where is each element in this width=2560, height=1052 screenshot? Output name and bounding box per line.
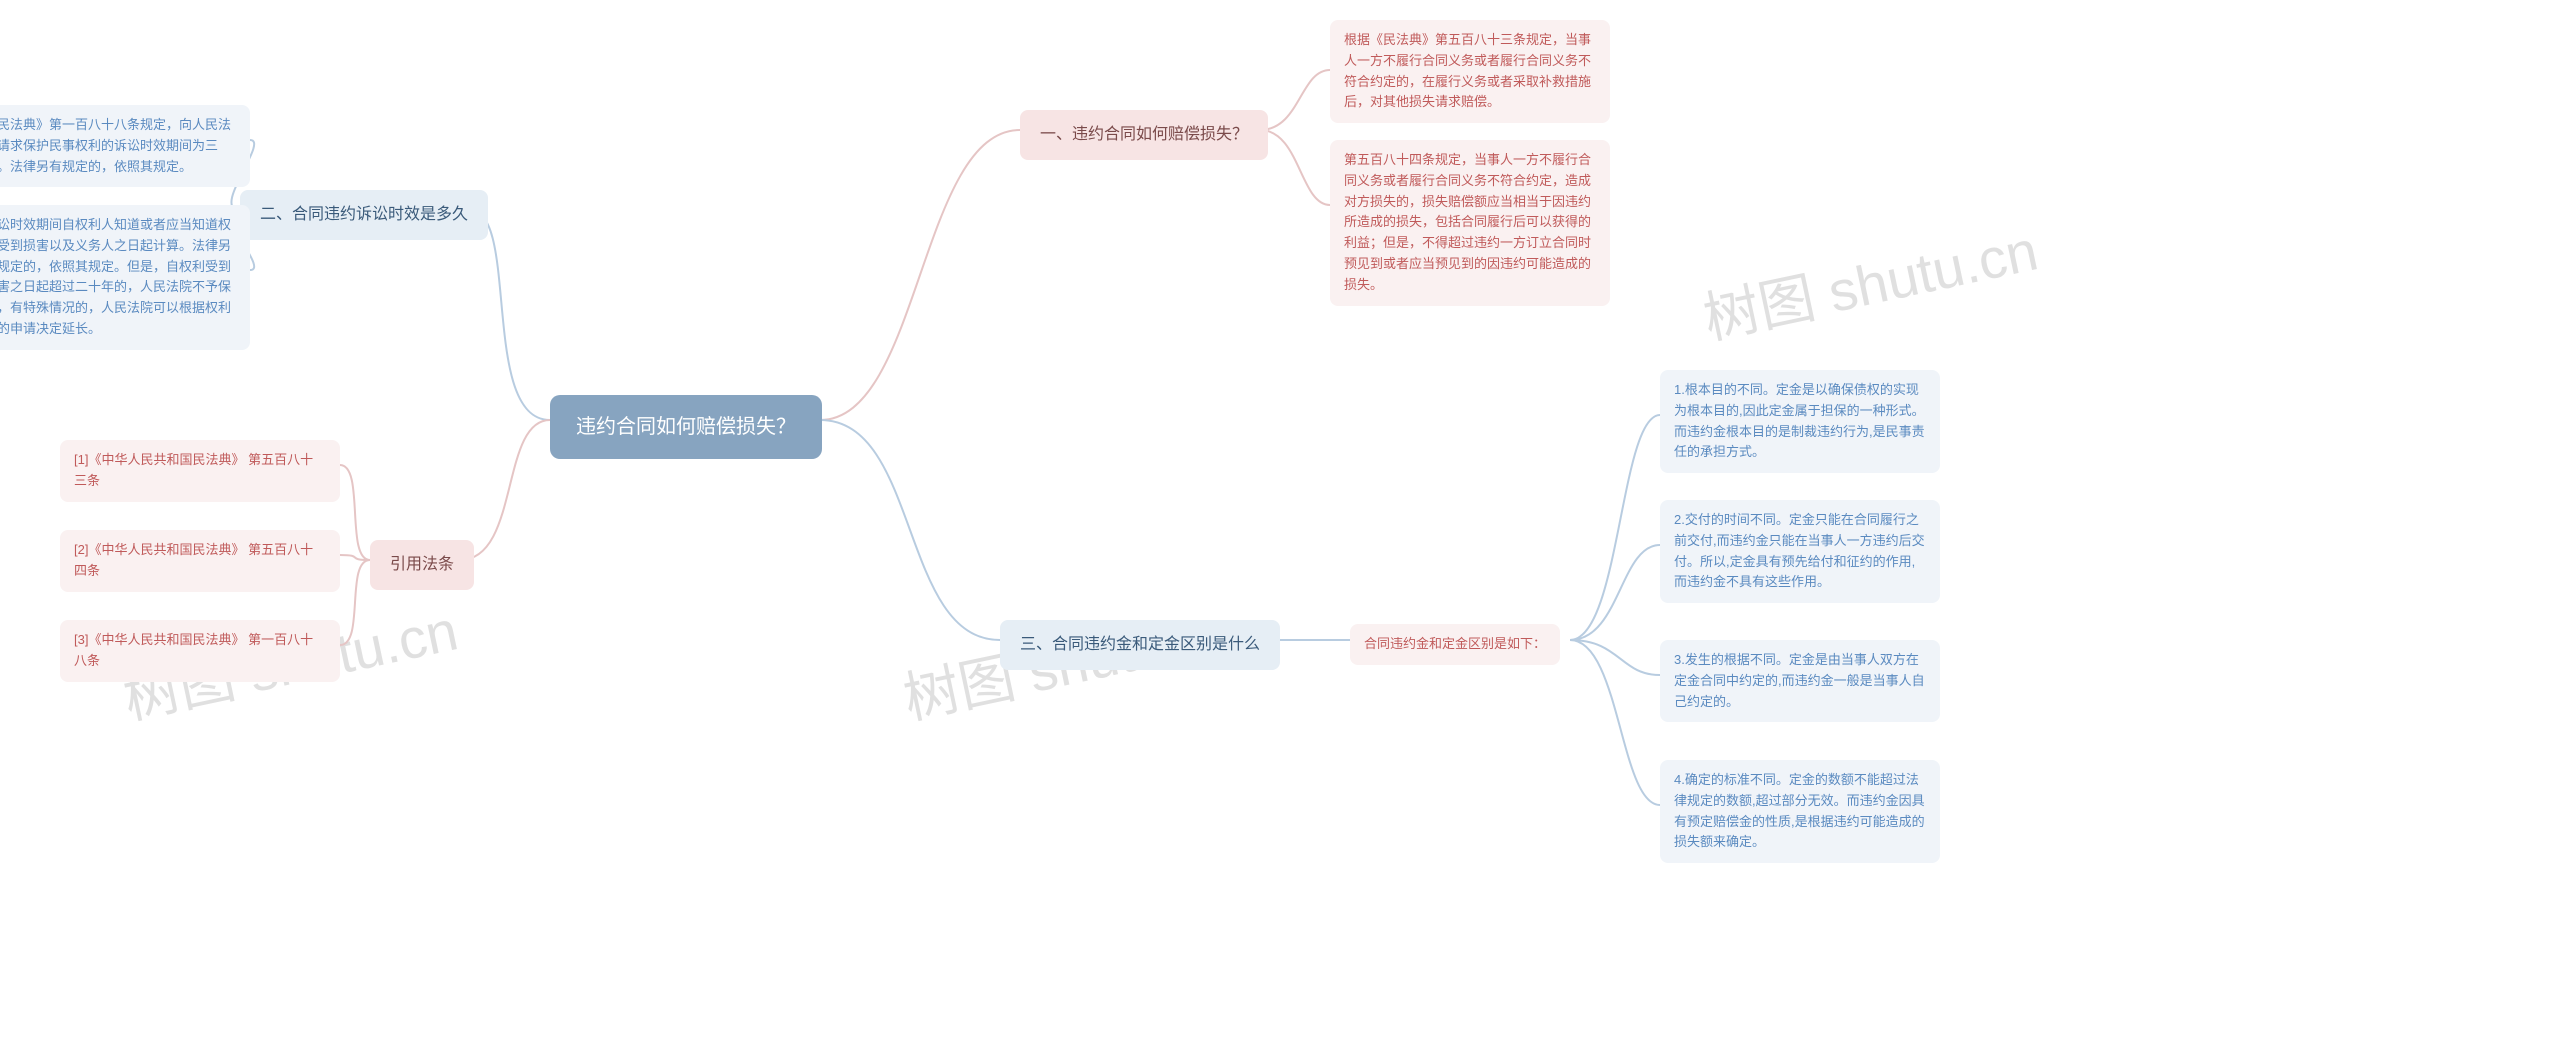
branch-4[interactable]: 引用法条: [370, 540, 474, 590]
root-node[interactable]: 违约合同如何赔偿损失？: [550, 395, 822, 459]
leaf-4b: [2]《中华人民共和国民法典》 第五百八十四条: [60, 530, 340, 592]
leaf-3d: 4.确定的标准不同。定金的数额不能超过法律规定的数额,超过部分无效。而违约金因具…: [1660, 760, 1940, 863]
connectors-svg: [0, 0, 2560, 1052]
watermark: 树图 shutu.cn: [1695, 206, 2044, 356]
branch-3-sub[interactable]: 合同违约金和定金区别是如下：: [1350, 624, 1560, 665]
leaf-3c: 3.发生的根据不同。定金是由当事人双方在定金合同中约定的,而违约金一般是当事人自…: [1660, 640, 1940, 722]
leaf-4a: [1]《中华人民共和国民法典》 第五百八十三条: [60, 440, 340, 502]
leaf-2a: 《民法典》第一百八十八条规定，向人民法院请求保护民事权利的诉讼时效期间为三年。法…: [0, 105, 250, 187]
leaf-3a: 1.根本目的不同。定金是以确保债权的实现为根本目的,因此定金属于担保的一种形式。…: [1660, 370, 1940, 473]
leaf-3b: 2.交付的时间不同。定金只能在合同履行之前交付,而违约金只能在当事人一方违约后交…: [1660, 500, 1940, 603]
leaf-1a: 根据《民法典》第五百八十三条规定，当事人一方不履行合同义务或者履行合同义务不符合…: [1330, 20, 1610, 123]
branch-3[interactable]: 三、合同违约金和定金区别是什么: [1000, 620, 1280, 670]
leaf-1b: 第五百八十四条规定，当事人一方不履行合同义务或者履行合同义务不符合约定，造成对方…: [1330, 140, 1610, 306]
branch-1[interactable]: 一、违约合同如何赔偿损失？: [1020, 110, 1268, 160]
leaf-2b: 诉讼时效期间自权利人知道或者应当知道权利受到损害以及义务人之日起计算。法律另有规…: [0, 205, 250, 350]
leaf-4c: [3]《中华人民共和国民法典》 第一百八十八条: [60, 620, 340, 682]
branch-2[interactable]: 二、合同违约诉讼时效是多久: [240, 190, 488, 240]
